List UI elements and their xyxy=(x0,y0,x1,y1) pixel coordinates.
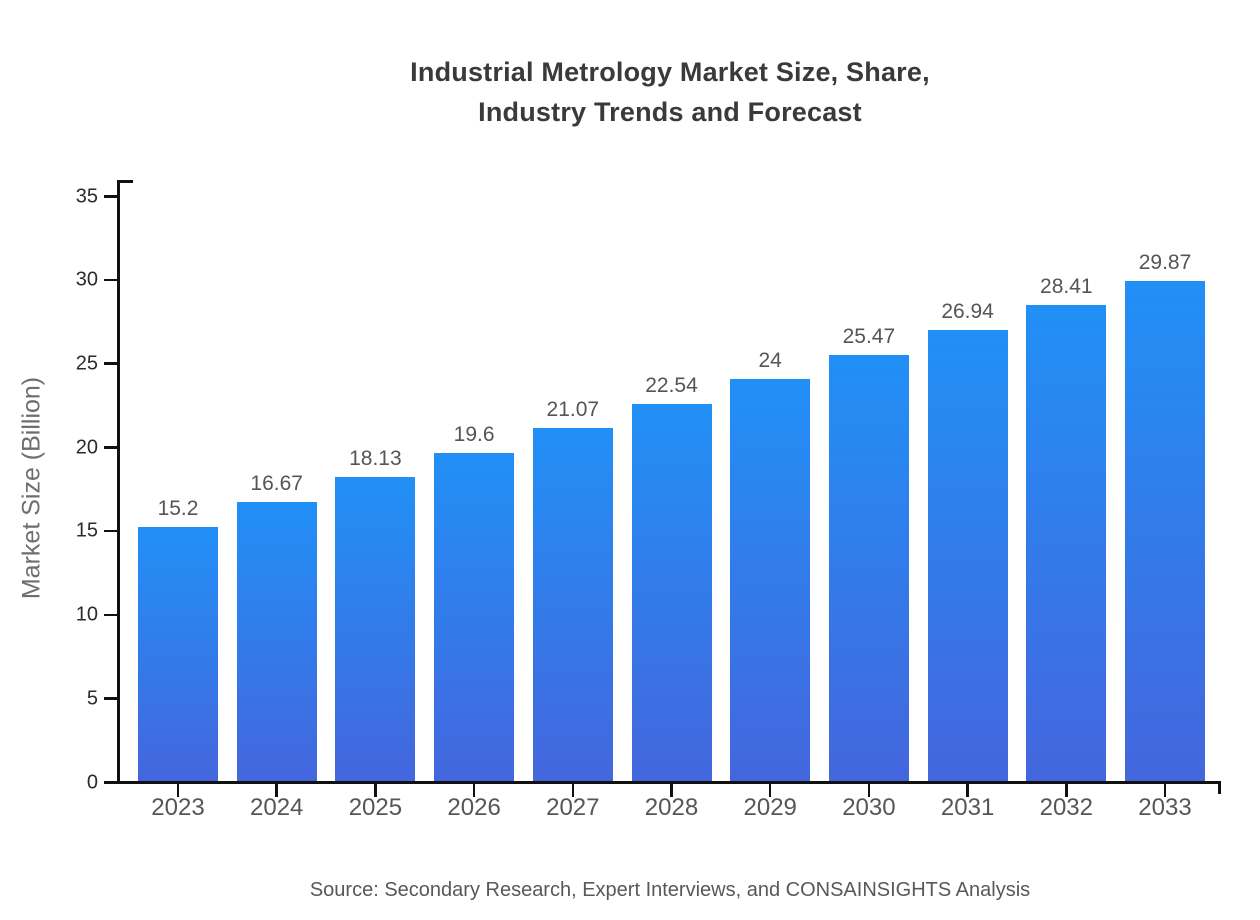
bar xyxy=(434,452,515,781)
bar xyxy=(631,403,712,781)
y-tick-label: 0 xyxy=(86,771,98,793)
y-tick-label: 25 xyxy=(75,352,98,375)
y-tick-label: 20 xyxy=(75,436,98,459)
x-tick xyxy=(1065,784,1068,797)
y-tick-label: 10 xyxy=(75,603,98,626)
x-axis-end-cap xyxy=(1218,781,1221,794)
bar-value-label: 21.07 xyxy=(546,398,600,422)
x-axis-line xyxy=(117,781,1221,784)
bar-value-label: 15.2 xyxy=(157,496,199,520)
chart-title-line1: Industrial Metrology Market Size, Share, xyxy=(410,57,930,87)
bar-value-label: 24 xyxy=(758,349,782,373)
x-tick xyxy=(374,784,377,797)
y-tick xyxy=(104,781,117,784)
x-tick xyxy=(966,784,969,797)
x-tick xyxy=(768,784,772,797)
y-tick xyxy=(104,195,117,198)
bar xyxy=(730,379,811,781)
y-tick-label: 15 xyxy=(75,519,98,542)
bar xyxy=(1026,305,1107,781)
x-tick xyxy=(275,784,278,797)
y-axis-end-cap xyxy=(117,180,133,183)
x-tick-label: 2023 xyxy=(151,794,205,821)
source-text: Source: Secondary Research, Expert Inter… xyxy=(309,879,1031,901)
y-tick xyxy=(104,362,117,365)
y-tick-label: 35 xyxy=(75,185,98,207)
x-tick xyxy=(867,784,871,797)
bar-value-label: 18.13 xyxy=(349,447,402,471)
bar-value-label: 22.54 xyxy=(645,373,698,397)
bar-value-label: 29.87 xyxy=(1138,250,1192,274)
bar-value-label: 28.41 xyxy=(1040,275,1093,299)
x-tick-label: 2032 xyxy=(1039,794,1093,821)
x-tick xyxy=(670,784,673,797)
bar xyxy=(335,477,416,781)
y-tick xyxy=(104,697,117,700)
x-tick xyxy=(176,784,180,797)
bar-value-label: 16.67 xyxy=(250,471,303,495)
bar xyxy=(236,501,317,781)
x-tick xyxy=(1163,784,1167,797)
y-tick xyxy=(104,613,117,617)
chart-title-line2: Industry Trends and Forecast xyxy=(478,97,862,127)
x-tick-label: 2025 xyxy=(348,794,403,821)
y-axis-line xyxy=(117,180,120,784)
bar xyxy=(828,354,909,781)
x-tick-label: 2026 xyxy=(447,794,501,821)
x-tick-label: 2028 xyxy=(644,794,699,821)
bar-value-label: 26.94 xyxy=(941,299,994,323)
x-tick xyxy=(472,784,476,797)
bar-value-label: 25.47 xyxy=(842,324,896,348)
x-tick-label: 2030 xyxy=(842,794,896,821)
y-tick xyxy=(104,529,117,533)
bar xyxy=(138,526,218,781)
x-tick xyxy=(571,784,575,797)
y-tick-label: 5 xyxy=(86,687,98,710)
x-tick-label: 2024 xyxy=(249,794,304,821)
y-tick xyxy=(104,278,117,282)
y-tick xyxy=(104,446,117,449)
chart-title: Industrial Metrology Market Size, Share,… xyxy=(80,52,1260,132)
bar xyxy=(532,428,613,781)
x-tick-label: 2031 xyxy=(940,794,995,821)
bar xyxy=(927,329,1008,781)
y-tick-label: 30 xyxy=(75,268,98,291)
x-tick-label: 2027 xyxy=(546,794,600,821)
x-tick-label: 2029 xyxy=(743,794,797,821)
bar-value-label: 19.6 xyxy=(453,422,495,446)
bar xyxy=(1125,280,1205,781)
x-tick-label: 2033 xyxy=(1138,794,1192,821)
